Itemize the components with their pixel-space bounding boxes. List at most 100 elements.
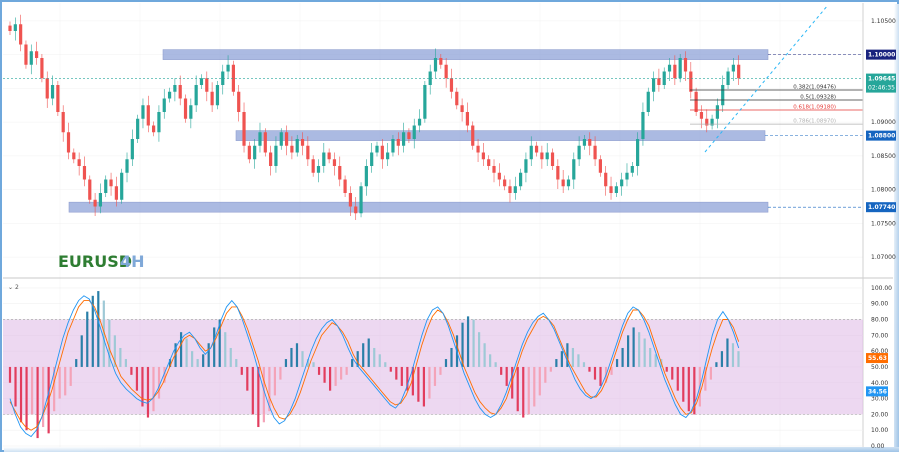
osc-value-label: 55.63 (868, 355, 887, 362)
candle-body (428, 71, 432, 85)
candle-body (82, 166, 87, 180)
candle-body (465, 112, 470, 126)
histogram-bar (295, 343, 299, 367)
histogram-bar (737, 351, 740, 367)
candle-body (391, 139, 395, 153)
level-band-resistance[interactable] (162, 49, 769, 60)
oscillator-slow-line (9, 300, 740, 431)
candle-body (460, 105, 464, 112)
candle-body (641, 112, 645, 139)
candle-body (130, 139, 134, 160)
histogram-bar (406, 366, 409, 391)
level-price-tag (866, 202, 896, 213)
histogram-bar (411, 366, 414, 396)
candle-body (449, 78, 454, 92)
histogram-bar (571, 347, 575, 367)
candle-body (221, 71, 225, 85)
histogram-bar (577, 354, 580, 367)
histogram-bar (687, 366, 690, 412)
level-price-tag (866, 49, 896, 60)
osc-tick-label: 30.00 (871, 396, 888, 403)
oscillator-fast-line (9, 295, 740, 438)
level-price-tag (866, 130, 896, 141)
last-price-tag (866, 73, 896, 93)
candle-body (183, 98, 188, 119)
osc-tick-label: 50.00 (871, 364, 888, 371)
level-band-support_low[interactable] (68, 201, 769, 213)
candle-body (157, 112, 161, 133)
histogram-bar (466, 316, 470, 367)
histogram-bar (538, 366, 541, 396)
watermark: EURUSD 4H (58, 252, 145, 271)
candle-body (726, 71, 730, 85)
fib-level-label: 0.786(1.08970) (793, 119, 836, 125)
indicator-legend[interactable]: ⌄ 2 (8, 284, 19, 291)
candle-body (364, 166, 368, 187)
candle-body (667, 64, 672, 72)
histogram-bar (185, 338, 188, 367)
candle-body (715, 105, 720, 119)
candle-body (678, 58, 682, 79)
candle-body (194, 85, 198, 106)
histogram-bar (395, 366, 398, 380)
histogram-bar (461, 322, 464, 367)
histogram-bar (30, 366, 34, 415)
candle-body (433, 58, 438, 72)
histogram-bar (450, 347, 453, 367)
candle-body (109, 179, 113, 187)
candle-body (247, 145, 251, 160)
histogram-bar (549, 366, 552, 372)
histogram-bar (704, 366, 707, 391)
candle-body (407, 132, 411, 139)
histogram-bar (317, 366, 321, 375)
histogram-bar (323, 366, 326, 383)
level-band-support_mid[interactable] (235, 130, 766, 141)
histogram-bar (273, 366, 277, 396)
histogram-bar (615, 359, 619, 367)
histogram-bar (146, 366, 150, 418)
osc-tick-label: 100.00 (871, 285, 892, 292)
price-tick-label: 1.08000 (871, 187, 896, 194)
price-tick-label: 1.07500 (871, 220, 896, 227)
candle-body (50, 85, 55, 99)
histogram-bar (97, 291, 100, 367)
histogram-bar (246, 366, 249, 391)
candle-body (24, 44, 28, 65)
candle-body (77, 159, 81, 166)
candle-body (380, 145, 384, 160)
outer-frame-shadow-bottom (4, 447, 899, 452)
candle-body (19, 24, 23, 45)
histogram-bar (671, 366, 674, 380)
candle-body (705, 118, 709, 126)
histogram-bar (417, 366, 420, 402)
histogram-bar (682, 366, 685, 402)
price-levels (68, 49, 863, 213)
candle-body (582, 139, 587, 146)
candle-body (13, 24, 17, 31)
histogram-bar (113, 335, 116, 367)
candle-body (306, 145, 310, 160)
candle-body (683, 58, 688, 72)
candle-body (401, 132, 406, 146)
histogram-bar (80, 335, 83, 367)
histogram-bar (500, 366, 503, 375)
price-tick-label: 1.08500 (871, 153, 896, 160)
histogram-bar (8, 366, 12, 383)
candle-body (593, 145, 597, 160)
histogram-bar (14, 366, 17, 407)
histogram-bar (69, 366, 72, 386)
candle-body (545, 152, 549, 160)
histogram-bar (400, 366, 403, 386)
candle-body (258, 132, 262, 146)
chevron-down-icon[interactable]: ⌄ (8, 284, 13, 291)
histogram-bar (588, 366, 591, 372)
histogram-bar (367, 338, 370, 367)
candle-body (651, 78, 656, 92)
osc-tick-label: 70.00 (871, 332, 888, 339)
fib-level-label: 0.618(1.09180) (793, 104, 836, 110)
candle-body (673, 64, 677, 79)
candle-body (731, 64, 735, 72)
candle-body (114, 186, 118, 200)
candle-body (497, 172, 501, 180)
